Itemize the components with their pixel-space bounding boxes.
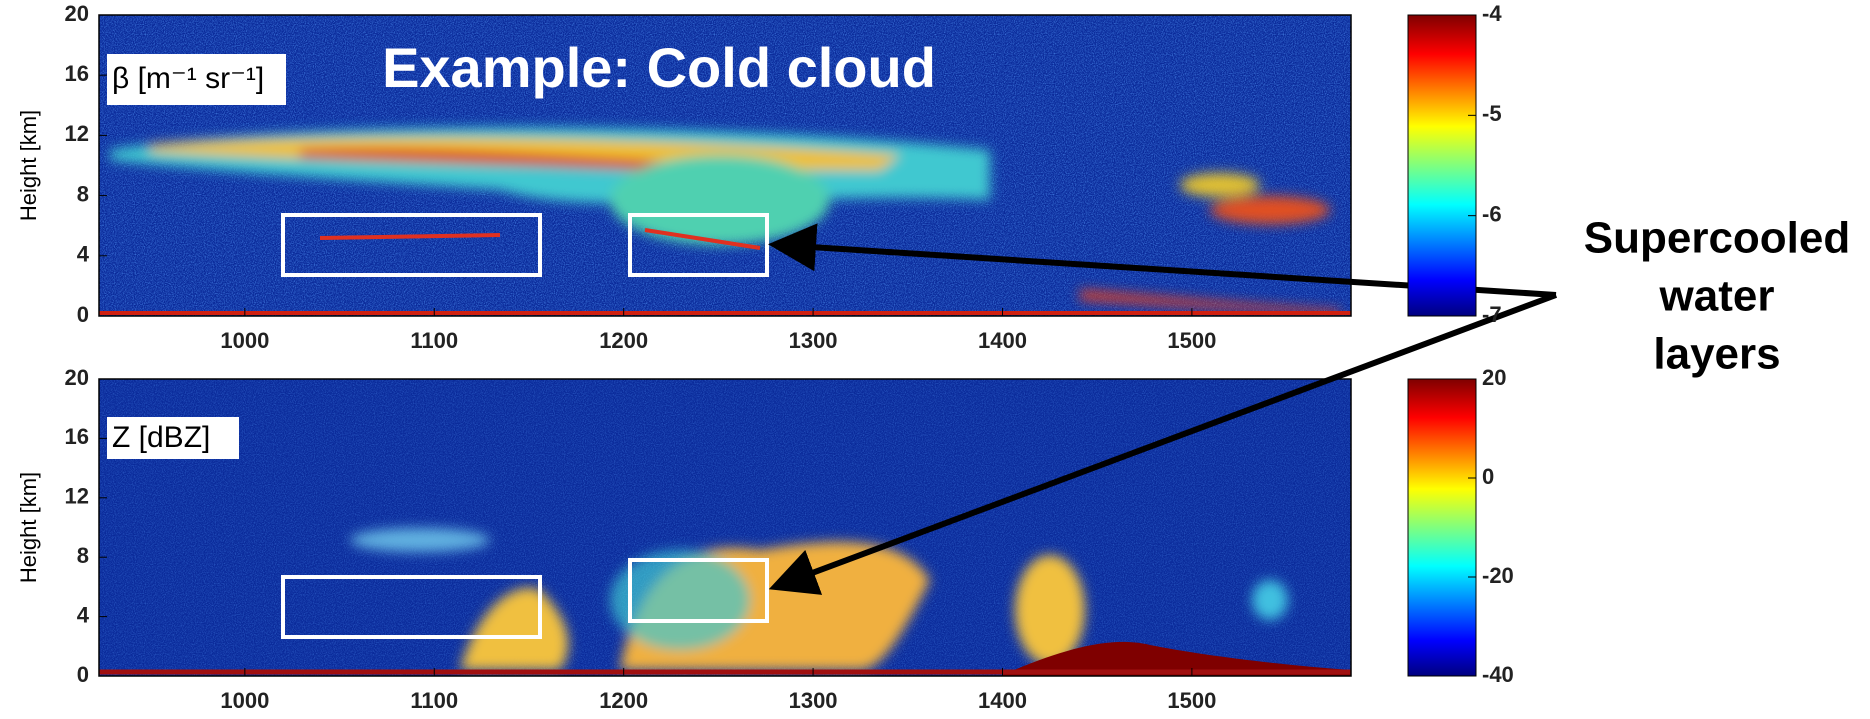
x-tick-label: 1500 [1167,688,1216,713]
y-tick-label: 8 [77,543,89,568]
figure: β [m⁻¹ sr⁻¹] Z [dBZ] Example: Cold cloud… [0,0,1870,719]
y-tick-label: 0 [77,662,89,687]
colorbar-tick-label: -4 [1482,1,1502,26]
chart-title: Example: Cold cloud [382,36,936,99]
x-tick-label: 1400 [978,328,1027,353]
x-tick-label: 1200 [599,688,648,713]
x-tick-label: 1300 [789,328,838,353]
y-tick-label: 12 [65,121,89,146]
colorbar-tick-label: 20 [1482,365,1506,390]
y-tick-label: 12 [65,484,89,509]
colorbar-tick-label: -40 [1482,662,1514,687]
panel-label: Z [dBZ] [112,421,210,454]
y-tick-label: 16 [65,61,89,86]
x-tick-label: 1000 [220,688,269,713]
y-tick-label: 16 [65,424,89,449]
colorbar-tick-label: -5 [1482,101,1502,126]
x-tick-label: 1100 [410,328,458,353]
y-axis-label: Height [km] [16,472,41,583]
y-tick-label: 4 [77,242,90,267]
y-axis-label: Height [km] [16,110,41,221]
colorbar-tick-label: -6 [1482,201,1502,226]
x-tick-label: 1500 [1167,328,1216,353]
x-tick-label: 1300 [789,688,838,713]
y-tick-label: 8 [77,181,89,206]
panel-label: β [m⁻¹ sr⁻¹] [112,62,264,95]
colorbar-tick-label: -7 [1482,302,1502,327]
annotation: water [1659,272,1775,321]
x-tick-label: 1200 [599,328,648,353]
y-tick-label: 0 [77,302,89,327]
annotation: layers [1653,330,1780,379]
heatmap-image [99,379,1351,676]
x-tick-label: 1400 [978,688,1027,713]
colorbar-tick-label: -20 [1482,563,1514,588]
y-tick-label: 20 [65,365,89,390]
annotation: Supercooled [1584,214,1851,263]
colorbar-tick-label: 0 [1482,464,1494,489]
colorbar [1408,15,1476,316]
x-tick-label: 1000 [220,328,269,353]
y-tick-label: 20 [65,1,89,26]
x-tick-label: 1100 [410,688,458,713]
y-tick-label: 4 [77,602,90,627]
colorbar [1408,379,1476,676]
